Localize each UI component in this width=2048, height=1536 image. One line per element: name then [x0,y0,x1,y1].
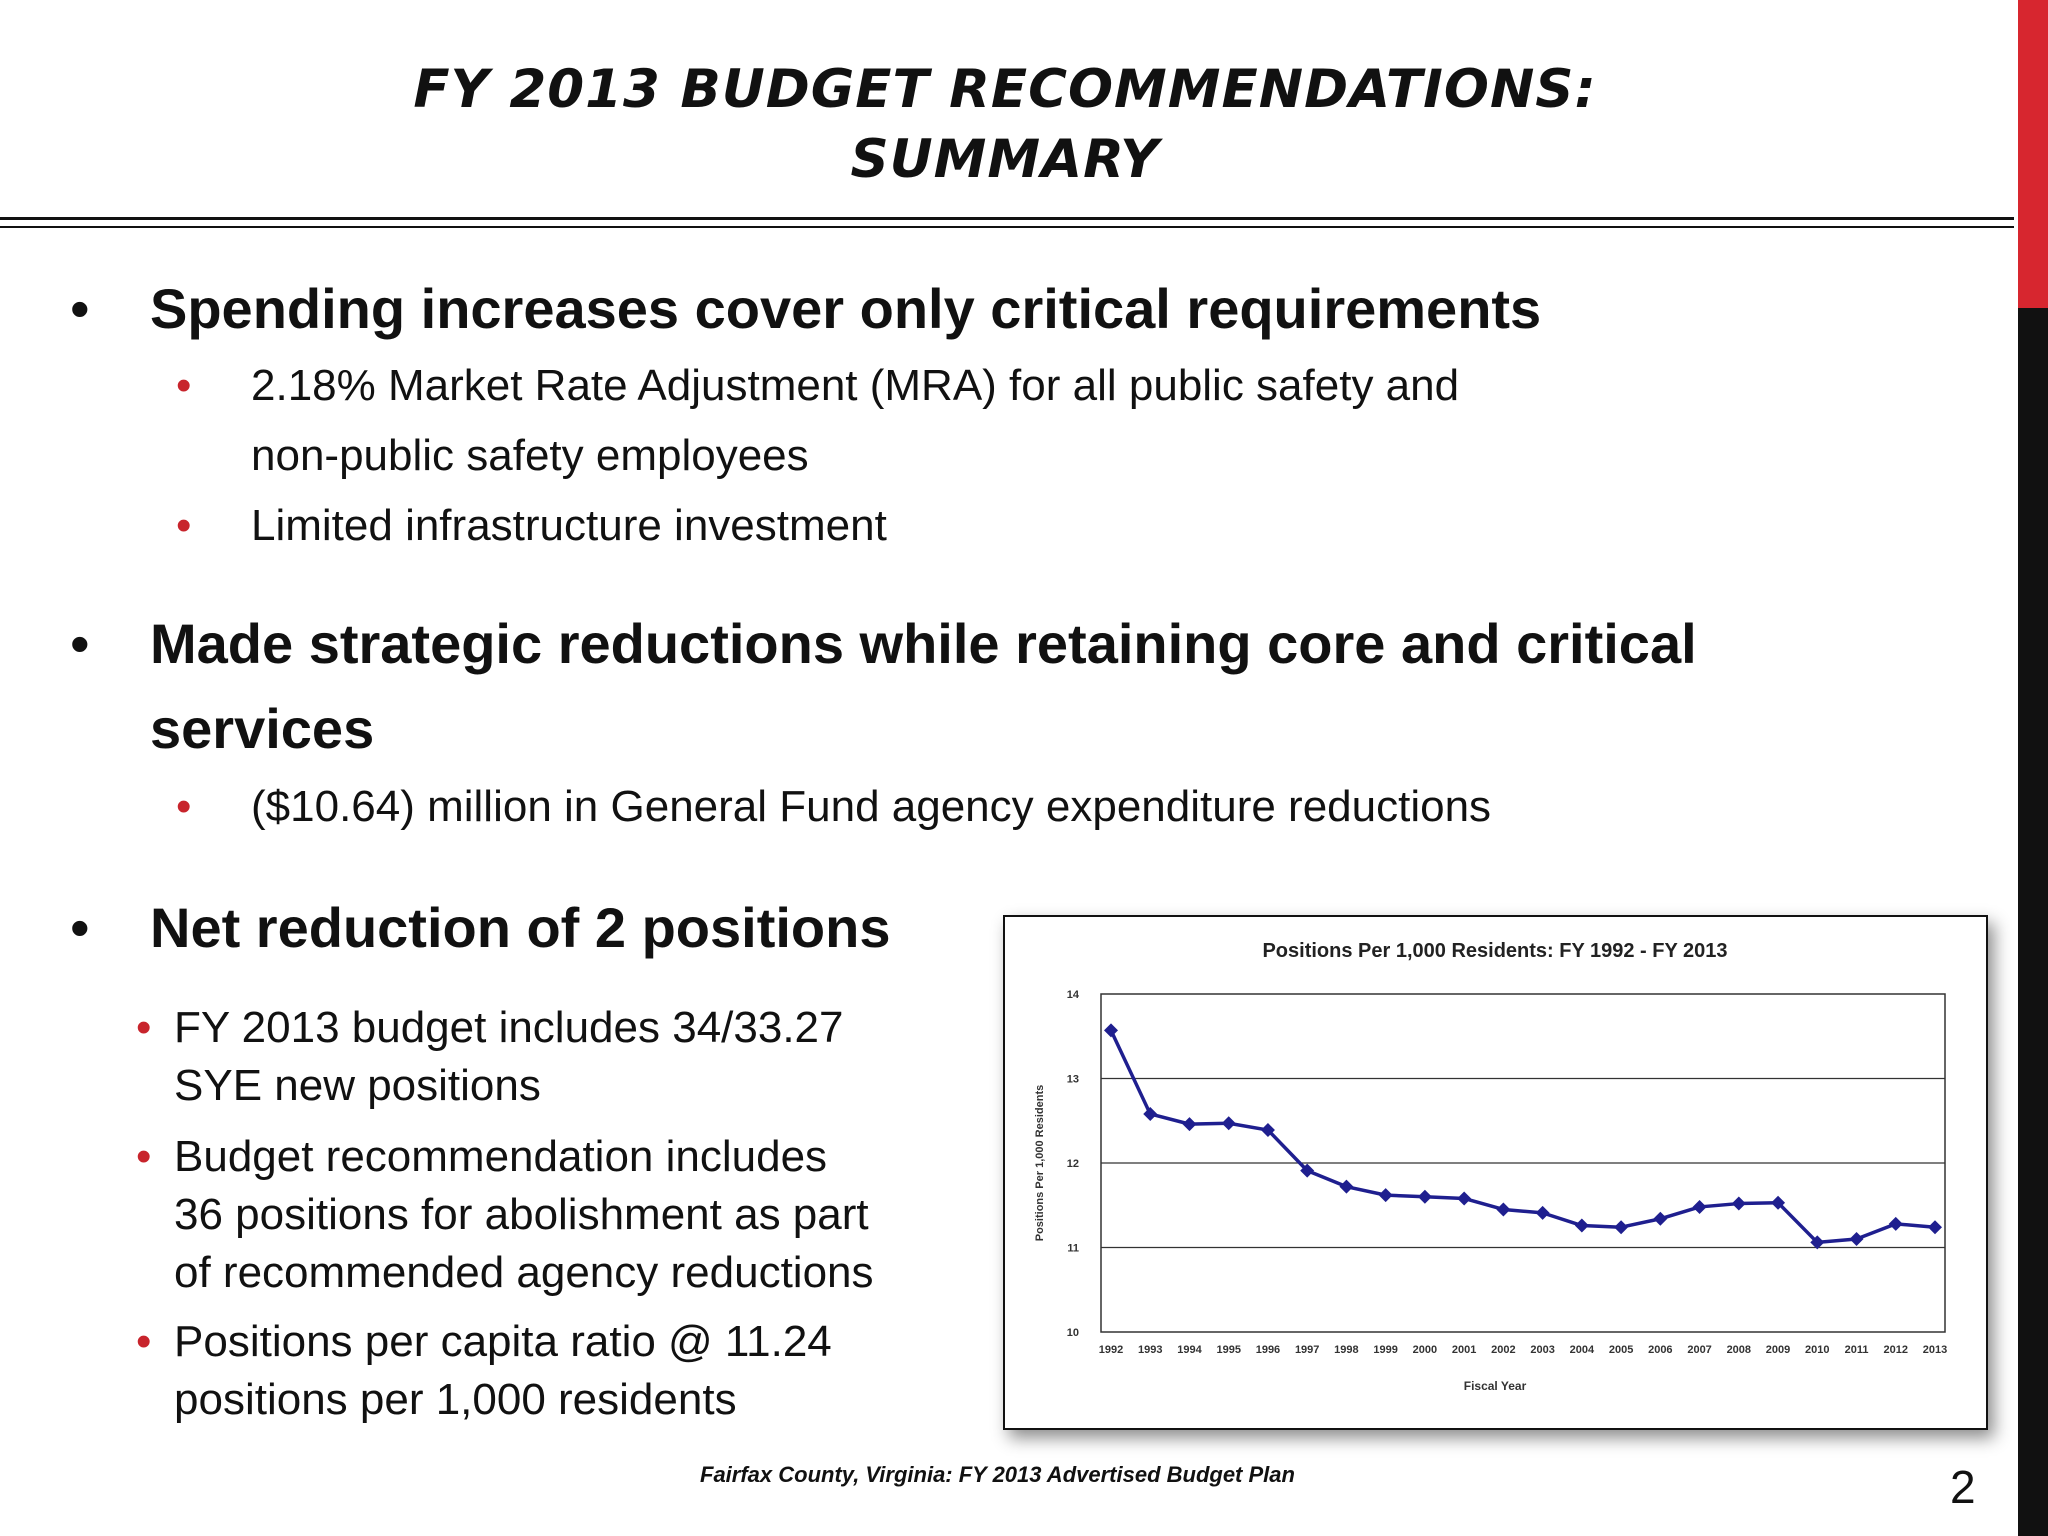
title-divider-bottom [0,226,2014,228]
sub-bullet-expenditure-reductions: • ($10.64) million in General Fund agenc… [176,772,1492,842]
data-point [1614,1220,1629,1235]
data-point [1378,1188,1393,1203]
sub-bullet-text-line-1: Budget recommendation includes [174,1132,828,1181]
data-point [1574,1218,1589,1233]
data-point [1457,1191,1472,1206]
x-tick-label: 2013 [1923,1344,1947,1356]
positions-chart: Positions Per 1,000 Residents: FY 1992 -… [1003,915,1988,1430]
sub-bullet-mra: • 2.18% Market Rate Adjustment (MRA) for… [176,351,1460,491]
data-point [1417,1189,1432,1204]
bullet-text: Net reduction of 2 positions [150,896,891,959]
bullet-marker: • [70,612,90,675]
footer-source: Fairfax County, Virginia: FY 2013 Advert… [700,1462,1295,1487]
sub-bullet-text: Limited infrastructure investment [251,501,887,550]
x-tick-label: 2011 [1845,1344,1869,1356]
data-point [1182,1117,1197,1132]
chart-canvas: Positions Per 1,000 Residents: FY 1992 -… [1034,940,1947,1393]
x-tick-label: 1997 [1295,1344,1319,1356]
x-tick-label: 2006 [1648,1344,1672,1356]
y-tick-label: 11 [1067,1243,1079,1255]
x-tick-label: 2004 [1570,1344,1595,1356]
sub-bullet-text-line-1: Positions per capita ratio @ 11.24 [174,1317,832,1366]
data-point [1260,1123,1275,1138]
data-point [1810,1235,1825,1250]
x-tick-label: 2005 [1609,1344,1633,1356]
data-point [1300,1163,1315,1178]
bullet-marker: • [176,361,192,410]
sub-bullet-new-positions: • FY 2013 budget includes 34/33.27 SYE n… [136,999,844,1115]
sub-bullet-text-line-1: 2.18% Market Rate Adjustment (MRA) for a… [251,361,1460,410]
x-tick-label: 2010 [1805,1344,1829,1356]
x-tick-label: 1992 [1099,1344,1123,1356]
bullet-marker: • [70,277,90,340]
data-point [1496,1202,1511,1217]
x-tick-label: 2007 [1687,1344,1711,1356]
sub-bullet-text-line-2: non-public safety employees [251,431,809,480]
sub-bullet-infrastructure: • Limited infrastructure investment [176,491,887,561]
x-tick-label: 1995 [1216,1344,1240,1356]
x-axis-label: Fiscal Year [1464,1379,1527,1393]
slide-title-line-2: SUMMARY [850,129,1160,190]
sub-bullet-per-capita: • Positions per capita ratio @ 11.24 pos… [136,1313,832,1429]
slide-title-line-1: FY 2013 BUDGET RECOMMENDATIONS: [413,59,1597,120]
sub-bullet-text-line-2: 36 positions for abolishment as part [174,1190,869,1239]
x-tick-label: 1994 [1177,1344,1202,1356]
data-point [1143,1106,1158,1121]
y-tick-label: 10 [1067,1327,1079,1339]
y-tick-label: 12 [1067,1158,1079,1170]
bullet-marker: • [70,896,90,959]
x-tick-label: 2009 [1766,1344,1790,1356]
bullet-marker: • [136,1317,152,1366]
x-tick-label: 2003 [1530,1344,1554,1356]
sub-bullet-text-line-2: SYE new positions [174,1061,541,1110]
x-tick-label: 2001 [1452,1344,1476,1356]
data-point [1535,1205,1550,1220]
data-point [1221,1116,1236,1131]
bullet-text-line-2: services [150,697,375,760]
bullet-text-line-1: Made strategic reductions while retainin… [150,612,1697,675]
bullet-net-reduction: • Net reduction of 2 positions [70,885,891,970]
data-point [1692,1199,1707,1214]
bullet-marker: • [176,501,192,550]
data-point [1888,1216,1903,1231]
title-divider-top [0,217,2014,220]
y-tick-label: 14 [1067,989,1080,1001]
side-accent-bar-black [2018,308,2048,1536]
x-tick-label: 2002 [1491,1344,1515,1356]
y-tick-label: 13 [1067,1074,1079,1086]
y-axis-label: Positions Per 1,000 Residents [1034,1085,1046,1242]
bullet-marker: • [176,782,192,831]
x-tick-label: 1996 [1256,1344,1280,1356]
sub-bullet-text-line-1: FY 2013 budget includes 34/33.27 [174,1003,844,1052]
sub-bullet-text-line-2: positions per 1,000 residents [174,1375,737,1424]
bullet-marker: • [136,1003,152,1052]
x-tick-label: 1998 [1334,1344,1358,1356]
series-line [1109,1029,1936,1245]
bullet-marker: • [136,1132,152,1181]
data-point [1928,1220,1942,1235]
x-tick-label: 1993 [1138,1344,1162,1356]
side-accent-bar-red [2018,0,2048,308]
sub-bullet-text: ($10.64) million in General Fund agency … [251,782,1492,831]
x-tick-label: 1999 [1373,1344,1397,1356]
page-number: 2 [1950,1461,1976,1513]
bullet-spending-increases: • Spending increases cover only critical… [70,266,1542,351]
sub-bullet-abolishment: • Budget recommendation includes 36 posi… [136,1128,874,1302]
data-point [1771,1195,1786,1210]
slide-title: FY 2013 BUDGET RECOMMENDATIONS: SUMMARY [0,55,2010,195]
data-point [1339,1179,1354,1194]
x-tick-label: 2012 [1884,1344,1908,1356]
sub-bullet-text-line-3: of recommended agency reductions [174,1248,874,1297]
bullet-strategic-reductions: • Made strategic reductions while retain… [70,601,1697,771]
x-tick-label: 2000 [1413,1344,1437,1356]
x-tick-label: 2008 [1727,1344,1751,1356]
bullet-text: Spending increases cover only critical r… [150,277,1542,340]
chart-title: Positions Per 1,000 Residents: FY 1992 -… [1262,940,1727,962]
data-point [1653,1211,1668,1226]
data-point [1849,1232,1864,1247]
data-point [1731,1196,1746,1211]
